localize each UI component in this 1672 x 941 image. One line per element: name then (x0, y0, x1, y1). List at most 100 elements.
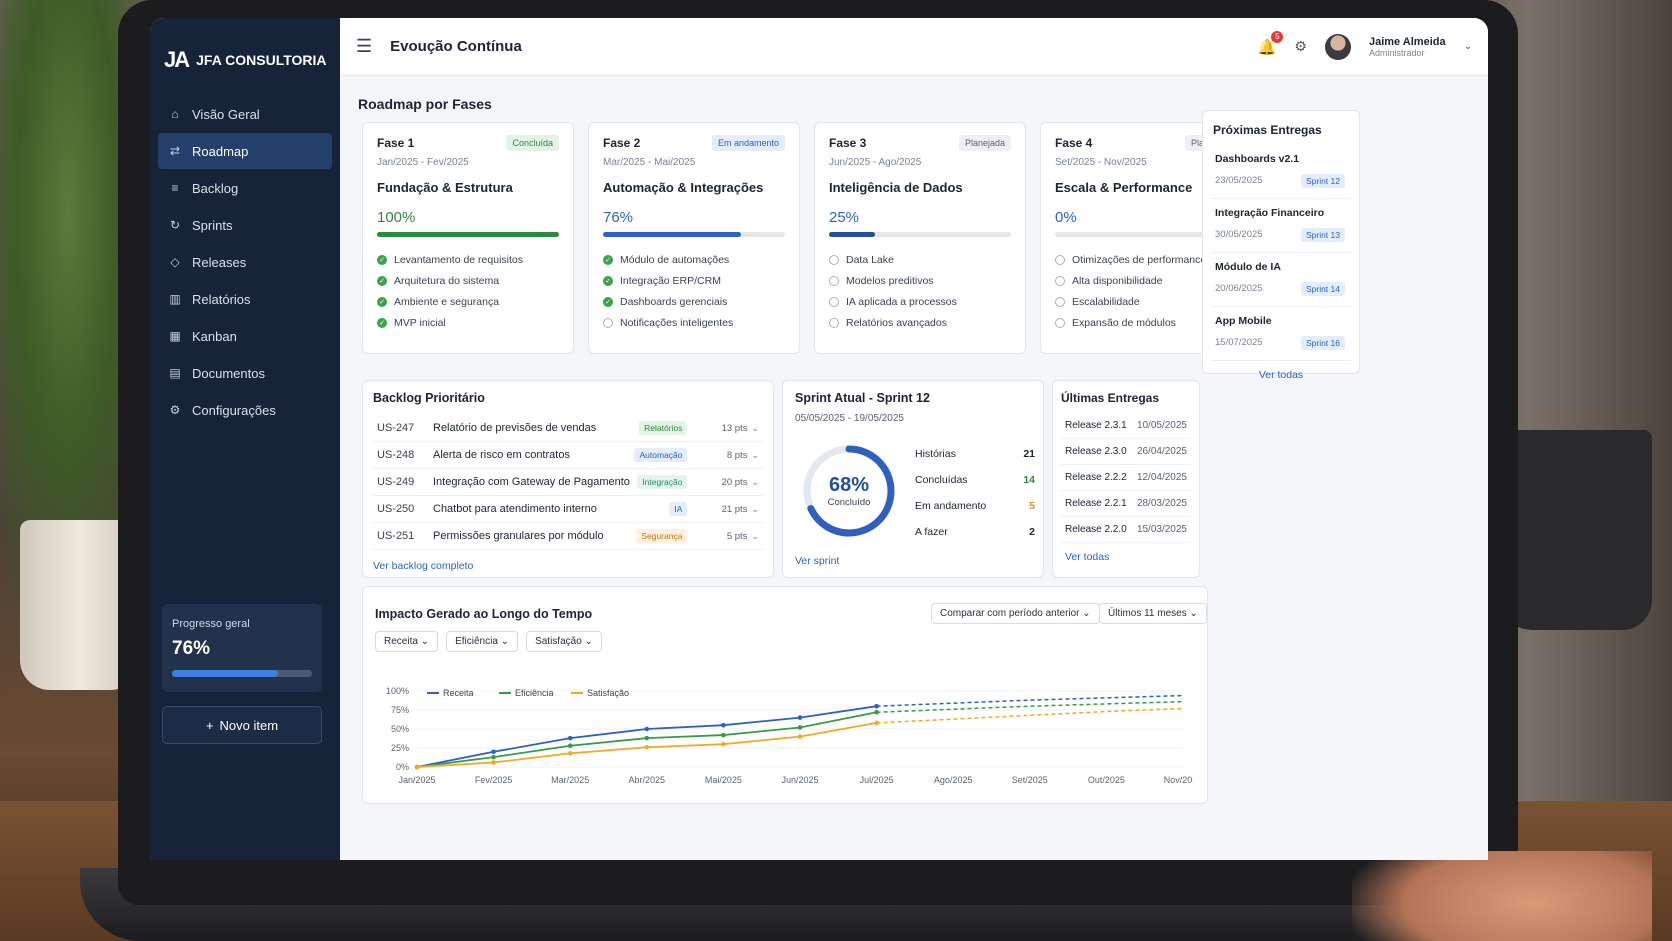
phase-name: Fase 4 (1055, 136, 1093, 150)
delivery-item[interactable]: Módulo de IA 20/06/2025 Sprint 14 (1211, 253, 1351, 307)
chevron-down-icon[interactable]: ⌄ (751, 422, 759, 433)
release-row[interactable]: Release 2.2.1 28/03/2025 (1061, 491, 1191, 517)
releases-title: Últimas Entregas (1061, 391, 1160, 405)
phase-header: Fase 3 Planejada (829, 135, 1011, 151)
release-date: 26/04/2025 (1136, 446, 1187, 457)
legend-label: Satisfação (587, 688, 629, 698)
data-point[interactable] (721, 722, 726, 728)
data-point[interactable] (644, 744, 650, 750)
data-point[interactable] (721, 732, 726, 738)
sprint-pct-label: Concluído (827, 497, 871, 508)
notification-badge: 5 (1271, 30, 1284, 43)
checklist-item-label: Alta disponibilidade (1072, 274, 1163, 287)
checklist-item: Escalabilidade (1055, 291, 1237, 312)
data-point[interactable] (414, 764, 420, 770)
period-select[interactable]: Últimos 11 meses ⌄ (1099, 603, 1207, 624)
chevron-down-icon: ⌄ (497, 636, 510, 647)
deliveries-list: Dashboards v2.1 23/05/2025 Sprint 12 Integr… (1211, 145, 1351, 361)
chevron-down-icon[interactable]: ⌄ (1463, 41, 1472, 52)
phase-progress-track (603, 232, 785, 237)
sidebar-item-sprints[interactable]: ↻ Sprints (158, 207, 332, 243)
data-point[interactable] (491, 749, 496, 755)
data-point[interactable] (797, 725, 803, 730)
sprint-stat-label: Concluídas (915, 474, 968, 486)
sidebar-item-releases[interactable]: ◇ Releases (158, 244, 332, 280)
sidebar-item-kanban[interactable]: ▦ Kanban (158, 318, 332, 354)
brand[interactable]: JA JFA CONSULTORIA (150, 18, 340, 80)
data-point[interactable] (644, 726, 650, 732)
data-point[interactable] (567, 751, 573, 756)
chevron-down-icon[interactable]: ⌄ (751, 449, 759, 460)
sidebar-item-documentos[interactable]: ▤ Documentos (158, 355, 332, 391)
chevron-down-icon[interactable]: ⌄ (751, 476, 759, 487)
data-point[interactable] (491, 760, 496, 765)
data-point[interactable] (567, 743, 573, 749)
releases-view-all-link[interactable]: Ver todas (1065, 551, 1110, 563)
release-date: 28/03/2025 (1136, 498, 1187, 509)
bell-icon[interactable]: 🔔 5 (1258, 30, 1284, 56)
settings-icon[interactable]: ⚙ (1294, 38, 1307, 54)
sidebar-item-label: Visão Geral (192, 106, 260, 122)
release-row[interactable]: Release 2.2.0 15/03/2025 (1061, 517, 1191, 543)
sprint-stat-label: Histórias (915, 448, 956, 460)
chevron-down-icon[interactable]: ⌄ (751, 503, 759, 514)
phase-card[interactable]: Fase 1 Concluída Jan/2025 - Fev/2025 Fundaç… (362, 122, 574, 354)
deliveries-card: Próximas Entregas Dashboards v2.1 23/05/2… (1202, 110, 1360, 381)
user-menu[interactable]: Jaime Almeida Administrador (1369, 36, 1446, 58)
data-point[interactable] (567, 735, 573, 741)
phase-card[interactable]: Fase 2 Em andamento Mar/2025 - Mai/2025 Aut… (588, 122, 800, 354)
data-point[interactable] (721, 741, 726, 747)
sidebar-item-visogeral[interactable]: ⌂ Visão Geral (158, 96, 332, 132)
data-point[interactable] (797, 734, 803, 739)
sprint-stat-row: A fazer 2 (915, 519, 1035, 545)
release-row[interactable]: Release 2.3.0 26/04/2025 (1061, 439, 1191, 465)
data-point[interactable] (491, 754, 496, 760)
avatar[interactable] (1324, 33, 1351, 60)
backlog-row[interactable]: US-250 Chatbot para atendimento interno IA… (373, 496, 763, 523)
sidebar-item-roadmap[interactable]: ⇄ Roadmap (158, 133, 332, 169)
filter-2[interactable]: Satisfação ⌄ (526, 631, 602, 652)
data-point[interactable] (874, 720, 879, 726)
backlog-row[interactable]: US-251 Permissões granulares por módulo Se… (373, 523, 763, 550)
user-role: Administrador (1368, 47, 1425, 58)
backlog-points: 20 pts (721, 476, 748, 488)
sidebar-item-configuraes[interactable]: ⚙ Configurações (158, 392, 332, 428)
sidebar-item-label: Configurações (192, 402, 276, 418)
new-item-button[interactable]: + Novo item (162, 706, 322, 744)
x-tick-label: Nov/2025 (1164, 775, 1193, 785)
hamburger-icon[interactable]: ☰ (356, 36, 373, 56)
backlog-full-link[interactable]: Ver backlog completo (373, 560, 474, 572)
compare-select[interactable]: Comparar com período anterior ⌄ (931, 603, 1100, 624)
release-row[interactable]: Release 2.2.2 12/04/2025 (1061, 465, 1191, 491)
backlog-row[interactable]: US-249 Integração com Gateway de Pagament… (373, 469, 763, 496)
data-point[interactable] (874, 703, 879, 709)
empty-circle-icon (1055, 254, 1065, 265)
sprint-stat-label: Em andamento (915, 500, 987, 512)
sidebar-item-relatrios[interactable]: ▥ Relatórios (158, 281, 332, 317)
overall-progress-card: Progresso geral 76% (162, 604, 322, 692)
filter-0[interactable]: Receita ⌄ (375, 631, 439, 652)
check-circle-icon: ✓ (603, 254, 613, 265)
delivery-item[interactable]: App Mobile 15/07/2025 Sprint 16 (1211, 307, 1351, 361)
checklist-item: ✓ MVP inicial (377, 312, 559, 333)
empty-circle-icon (829, 317, 839, 328)
data-point[interactable] (797, 715, 803, 720)
sidebar-item-backlog[interactable]: ≡ Backlog (158, 170, 332, 206)
checklist-item-label: Dashboards gerenciais (620, 295, 728, 308)
data-point[interactable] (874, 709, 879, 715)
backlog-id: US-249 (377, 476, 415, 488)
data-point[interactable] (644, 735, 650, 741)
backlog-row[interactable]: US-247 Relatório de previsões de vendas Re… (373, 415, 763, 442)
chevron-down-icon[interactable]: ⌄ (751, 530, 759, 541)
delivery-item[interactable]: Integração Financeiro 30/05/2025 Sprint 13 (1211, 199, 1351, 253)
backlog-row[interactable]: US-248 Alerta de risco em contratos Automa… (373, 442, 763, 469)
release-row[interactable]: Release 2.3.1 10/05/2025 (1061, 413, 1191, 439)
deliveries-view-all-link[interactable]: Ver todas (1258, 369, 1304, 381)
delivery-item[interactable]: Dashboards v2.1 23/05/2025 Sprint 12 (1211, 145, 1351, 199)
phase-card[interactable]: Fase 3 Planejada Jun/2025 - Ago/2025 Inteli… (814, 122, 1026, 354)
sprint-view-link[interactable]: Ver sprint (795, 555, 840, 567)
cycle-icon: ↻ (169, 218, 181, 232)
filter-1[interactable]: Eficiência ⌄ (446, 631, 519, 652)
series-line-forecast (876, 694, 1184, 707)
progress-track (172, 670, 312, 677)
